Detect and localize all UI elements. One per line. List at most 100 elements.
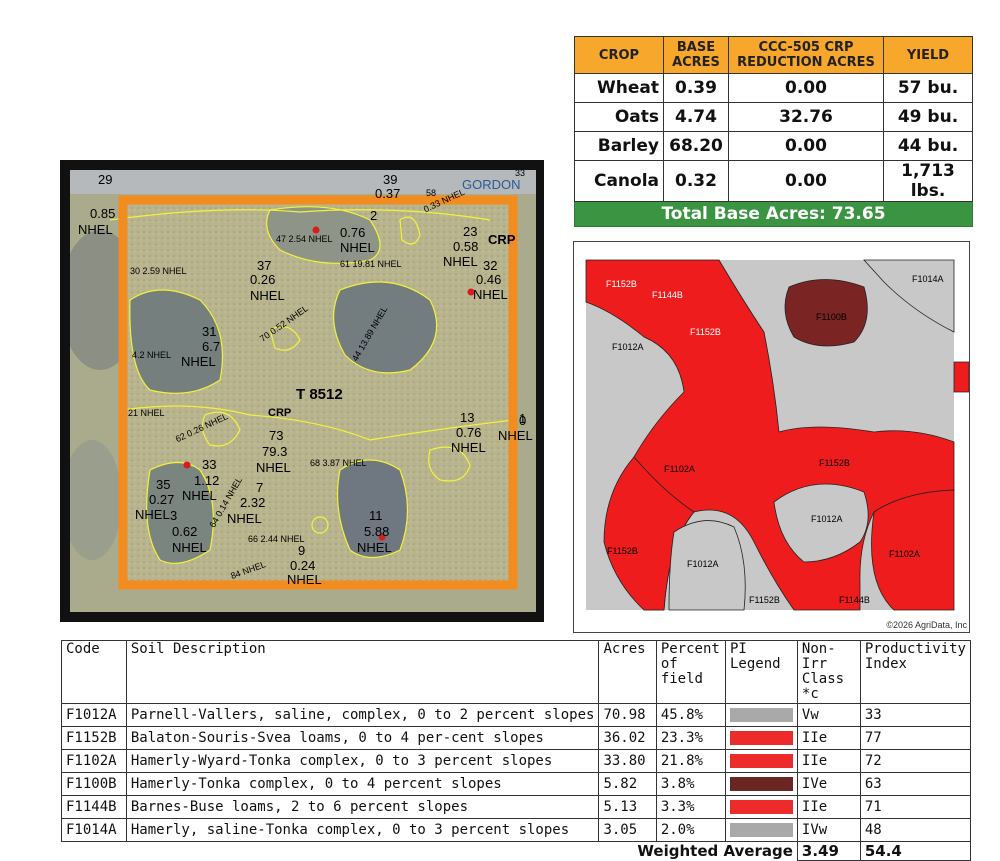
field-type: NHEL — [78, 222, 113, 237]
soil-productivity-index: 71 — [859, 795, 972, 819]
pi-legend-cell — [725, 726, 798, 750]
soil-zone-label: F1102A — [664, 464, 695, 474]
crop-row: Canola 0.32 0.00 1,713 lbs. — [574, 160, 973, 202]
pi-legend-swatch — [730, 777, 793, 791]
soil-zone-label: F1152B — [749, 595, 780, 605]
tract-boundary — [118, 195, 518, 590]
field-id: 23 — [463, 224, 477, 239]
wetland-3 — [146, 462, 214, 564]
top-edge-imagery — [70, 170, 536, 194]
soil-zone-label: F1012A — [687, 559, 719, 569]
crop-yield: 44 bu. — [883, 131, 973, 161]
soil-code: F1100B — [61, 772, 127, 796]
field-small-label: 21 NHEL — [128, 408, 165, 418]
yield-column-header: YIELD — [883, 36, 973, 74]
field-id: 33 — [202, 457, 216, 472]
field-id: 9 — [298, 543, 305, 558]
soil-class: Vw — [796, 703, 861, 727]
soil-description: Hamerly-Wyard-Tonka complex, 0 to 3 perc… — [125, 749, 600, 773]
soil-zone-label: F1152B — [607, 546, 638, 556]
crop-name: Barley — [574, 131, 664, 161]
field-acres: 0.26 — [250, 272, 275, 287]
field-small-label: 4.2 NHEL — [132, 350, 171, 360]
aerial-map: 29 0.85 NHEL 39 0.37 2 0.76 NHEL 23 0.58… — [70, 170, 536, 612]
field-id: 35 — [156, 477, 170, 492]
field-acres: 0.62 — [172, 524, 197, 539]
pi-legend-swatch — [730, 754, 793, 768]
crop-reduction-acres: 32.76 — [728, 102, 884, 132]
crop-reduction-acres: 0.00 — [728, 131, 884, 161]
field-type: NHEL — [135, 507, 170, 522]
crop-reduction-acres: 0.00 — [728, 160, 884, 202]
productivity-index-column-header: Productivity Index — [859, 640, 972, 704]
soil-zone-label: F1102A — [889, 549, 920, 559]
pi-legend-swatch — [730, 731, 793, 745]
soil-zone-f1012a-island — [773, 483, 869, 563]
soil-code: F1144B — [61, 795, 127, 819]
field-small-label: 30 2.59 NHEL — [130, 266, 187, 276]
soil-description: Balaton-Souris-Svea loams, 0 to 4 per-ce… — [125, 726, 600, 750]
field-small-label: 33 — [515, 170, 525, 178]
field-id: 11 — [369, 508, 383, 523]
soil-productivity-index: 77 — [859, 726, 972, 750]
tract-number: T 8512 — [296, 386, 343, 403]
pi-legend-swatch — [730, 800, 793, 814]
crop-yield: 1,713 lbs. — [883, 160, 973, 202]
soil-zone-f1012a-island — [668, 520, 746, 611]
field-boundaries — [122, 206, 514, 564]
road-label: GORDON — [462, 177, 521, 192]
acres-column-header: Acres — [598, 640, 657, 704]
field-type: NHEL — [340, 240, 375, 255]
soil-zone-label: F1012A — [811, 514, 843, 524]
field-id: 73 — [269, 428, 283, 443]
soil-table: Code Soil Description Acres Percent of f… — [61, 640, 972, 861]
point-markers — [183, 226, 475, 541]
soil-code: F1014A — [61, 818, 127, 842]
soil-row: F1144B Barnes-Buse loams, 2 to 6 percent… — [61, 795, 972, 819]
copyright-notice: ©2026 AgriData, Inc — [886, 620, 967, 630]
soil-description: Parnell-Vallers, saline, complex, 0 to 2… — [125, 703, 600, 727]
soil-zone-f1100b — [784, 279, 868, 347]
field-acres: 0.76 — [456, 425, 481, 440]
weighted-average-row: Weighted Average 3.49 54.4 — [62, 841, 972, 861]
outside-pond — [70, 440, 122, 560]
field-acres: 5.88 — [364, 524, 389, 539]
field-type: NHEL — [443, 254, 478, 269]
crop-row: Wheat 0.39 0.00 57 bu. — [574, 73, 973, 103]
soil-acres: 36.02 — [598, 726, 657, 750]
percent-column-header: Percent of field — [655, 640, 727, 704]
soil-percent: 45.8% — [655, 703, 727, 727]
field-acres: 0.58 — [453, 239, 478, 254]
crop-yield: 57 bu. — [883, 73, 973, 103]
soil-percent: 2.0% — [655, 818, 727, 842]
field-acres: 0.85 — [90, 206, 115, 221]
soil-row: F1100B Hamerly-Tonka complex, 0 to 4 per… — [61, 772, 972, 796]
soil-class: IVe — [796, 772, 861, 796]
field-id: 39 — [383, 172, 397, 187]
field-type: NHEL — [256, 460, 291, 475]
soil-map-panel: F1152B F1144B F1152B F1012A F1100B F1014… — [573, 241, 970, 633]
soil-acres: 70.98 — [598, 703, 657, 727]
soil-row: F1012A Parnell-Vallers, saline, complex,… — [61, 703, 972, 727]
soil-percent: 21.8% — [655, 749, 727, 773]
wetland-44 — [333, 282, 437, 373]
soil-description: Hamerly-Tonka complex, 0 to 4 percent sl… — [125, 772, 600, 796]
description-column-header: Soil Description — [125, 640, 600, 704]
soil-zone-label: F1152B — [690, 327, 721, 337]
total-base-acres: Total Base Acres: 73.65 — [574, 201, 973, 227]
soil-acres: 5.13 — [598, 795, 657, 819]
field-type: NHEL — [357, 540, 392, 555]
field-id: 37 — [257, 258, 271, 273]
field-type: NHEL — [287, 572, 322, 587]
base-acres-column-header: BASE ACRES — [663, 36, 729, 74]
field-type: NHEL — [250, 288, 285, 303]
field-acres: 0.46 — [476, 272, 501, 287]
weighted-average-label: Weighted Average — [637, 842, 793, 861]
soil-table-header-row: Code Soil Description Acres Percent of f… — [61, 640, 972, 704]
crop-yield: 49 bu. — [883, 102, 973, 132]
soil-class: IIe — [796, 795, 861, 819]
field-acres: 2.32 — [240, 495, 265, 510]
field-type: NHEL — [182, 488, 217, 503]
crop-base-acres: 68.20 — [663, 131, 729, 161]
soil-productivity-index: 33 — [859, 703, 972, 727]
